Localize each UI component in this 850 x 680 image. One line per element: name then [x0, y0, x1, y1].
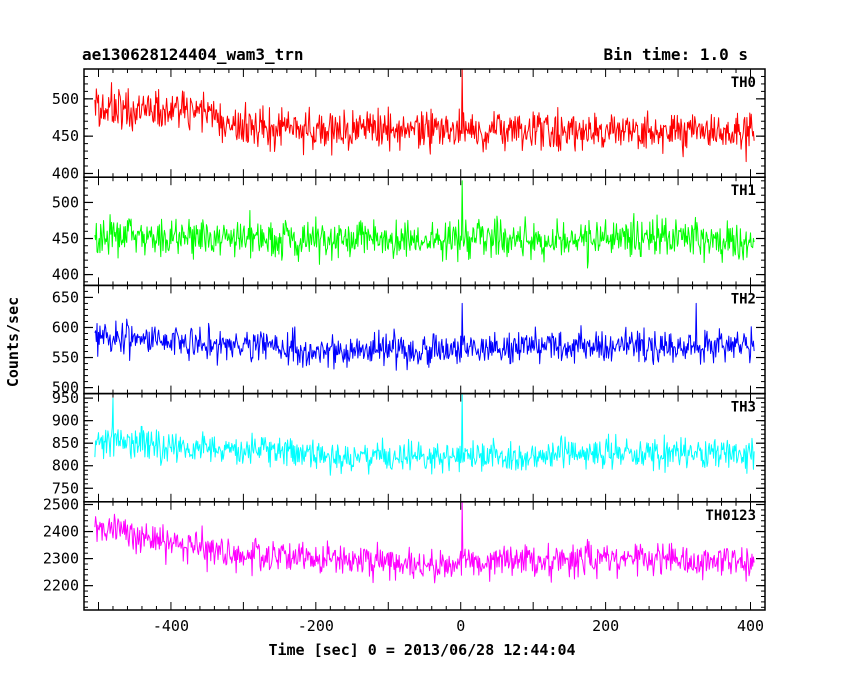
y-axis-label: Counts/sec	[4, 297, 22, 387]
panel-frame-th0123	[83, 501, 766, 611]
y-tick-label-th3: 900	[52, 412, 79, 430]
y-tick-label-th0: 450	[52, 127, 79, 145]
y-tick-label-th0123: 2500	[43, 496, 79, 514]
y-tick-label-th1: 400	[52, 266, 79, 284]
panel-label-th1: TH1	[731, 183, 756, 199]
series-line-th0	[94, 68, 755, 163]
panel-frame-th3	[83, 392, 766, 503]
x-tick-label: -400	[153, 617, 189, 635]
y-tick-label-th0: 400	[52, 164, 79, 182]
panels-group: TH0 400 450 500 TH1 400 450 500 TH2 500 550 600 650 T…	[43, 68, 766, 635]
x-tick-label: 200	[592, 617, 619, 635]
series-line-th1	[94, 180, 755, 269]
y-tick-label-th2: 550	[52, 349, 79, 367]
x-tick-label: 400	[737, 617, 764, 635]
y-tick-label-th2: 600	[52, 318, 79, 336]
panel-label-th3: TH3	[731, 400, 756, 416]
bin-time-label: Bin time: 1.0 s	[604, 45, 749, 64]
x-tick-label: -200	[298, 617, 334, 635]
panel-frame-th0	[83, 68, 766, 178]
x-tick-label: 0	[456, 617, 465, 635]
series-line-th2	[94, 302, 755, 371]
y-tick-label-th1: 500	[52, 193, 79, 211]
panel-label-th0: TH0	[731, 75, 756, 91]
y-tick-label-th0123: 2400	[43, 523, 79, 541]
y-tick-label-th3: 850	[52, 434, 79, 452]
y-tick-label-th0123: 2200	[43, 577, 79, 595]
y-tick-label-th1: 450	[52, 230, 79, 248]
y-tick-label-th2: 500	[52, 379, 79, 397]
y-tick-label-th2: 650	[52, 288, 79, 306]
y-tick-label-th0123: 2300	[43, 550, 79, 568]
y-tick-label-th3: 750	[52, 479, 79, 497]
series-line-th0123	[94, 501, 755, 584]
y-tick-label-th3: 800	[52, 457, 79, 475]
plot-title: ae130628124404_wam3_trn	[82, 45, 304, 64]
y-tick-label-th3: 950	[52, 389, 79, 407]
series-line-th3	[94, 393, 755, 476]
x-axis-label: Time [sec] 0 = 2013/06/28 12:44:04	[268, 641, 575, 659]
panel-label-th2: TH2	[731, 291, 756, 307]
panel-label-th0123: TH0123	[705, 508, 756, 524]
y-tick-label-th0: 500	[52, 90, 79, 108]
